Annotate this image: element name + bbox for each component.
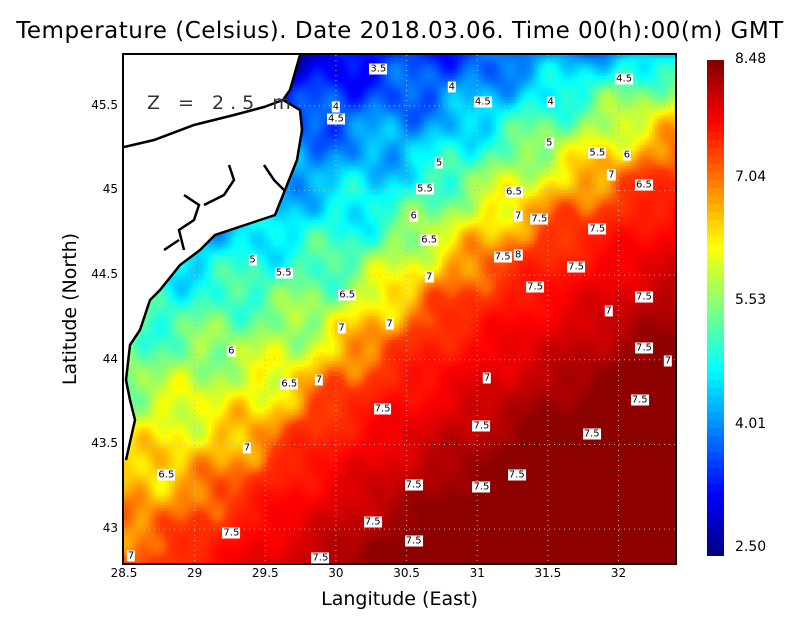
contour-label: 7.5 [222,527,241,539]
contour-label: 6 [409,210,418,222]
contour-label: 7.5 [363,516,382,528]
y-tick-label: 44.5 [91,267,118,282]
grid-lines [124,55,675,563]
land-mass [124,55,302,460]
contour-label: 5.5 [588,147,607,159]
coastline [124,55,304,461]
contour-label: 5 [545,137,554,149]
contour-label: 7.5 [493,251,512,262]
contour-label: 5.5 [415,183,434,195]
contour-label: 6.5 [157,469,176,481]
colorbar-tick-label: 5.53 [735,291,767,308]
x-tick-label: 30 [328,566,344,580]
contour-label: 7.5 [526,281,545,293]
contour-label: 6.5 [338,289,357,301]
contour-label: 7.5 [530,213,549,225]
contour-label: 4.5 [473,96,492,108]
contour-label: 7 [337,322,346,334]
depth-annotation: Z = 2.5 m [147,92,297,114]
y-tick-label: 43 [102,521,118,536]
contour-label: 4 [447,81,456,93]
contour-label: 6.5 [504,186,523,198]
y-tick-label: 44 [102,351,118,366]
x-tick-label: 31 [469,566,485,580]
contour-label: 7 [314,374,324,386]
contour-label: 7.5 [472,420,491,432]
contour-label: 7 [424,271,434,283]
contour-label: 7 [663,355,673,367]
contour-label: 7.5 [634,291,653,303]
contour-label: 7 [604,305,613,317]
contour-label: 7 [513,210,523,222]
colorbar-tick-label: 2.50 [735,539,767,555]
colorbar-tick-label: 4.01 [735,415,767,432]
colorbar-tick-label: 7.04 [735,168,767,185]
contour-label: 8 [513,249,523,261]
x-tick-label: 32 [610,566,627,580]
contour-label: 7.5 [582,428,601,440]
contour-label: 4.5 [615,73,634,85]
contour-label: 7.5 [311,552,330,564]
contour-label: 6 [227,345,236,357]
contour-label: 7.5 [630,394,649,406]
contour-label: 5.5 [274,267,293,279]
contour-label: 4.5 [326,113,345,125]
y-tick-label: 43.5 [91,436,118,451]
contour-label: 7.5 [404,479,423,491]
colorbar-tick-label: 8.48 [735,51,767,67]
x-tick-label: 29.5 [251,566,279,580]
x-tick-label: 28.5 [110,566,138,580]
colorbar [707,60,724,556]
contour-label: 7 [126,550,136,562]
contour-label: 6.5 [634,179,653,191]
contour-label: 5 [248,254,257,266]
contour-label: 7 [607,169,616,181]
contour-label: 7.5 [567,261,586,273]
y-axis-label: Latitude (North) [59,232,81,386]
contour-label: 6.5 [420,234,439,246]
contour-label: 5 [434,157,444,169]
inland-borders [124,98,285,252]
contour-label: 7 [242,442,252,454]
plot-frame [122,53,677,565]
contour-label: 7.5 [373,403,392,415]
contour-label: 7.5 [404,535,423,547]
x-tick-label: 30.5 [393,566,420,580]
contour-label: 4 [331,101,341,113]
contour-label: 3.5 [369,63,388,75]
contour-label: 7 [385,318,394,330]
contour-label: 6.5 [280,378,299,389]
contour-label: 7.5 [588,223,607,235]
contour-label: 6 [622,149,632,161]
chart-title: Temperature (Celsius). Date 2018.03.06. … [16,18,784,44]
x-tick-label: 29 [187,566,203,580]
y-tick-label: 45 [102,182,118,197]
contour-label: 7 [482,372,492,384]
y-tick-label: 45.5 [91,97,118,112]
x-tick-label: 31.5 [534,566,562,580]
x-axis-label: Langitude (East) [321,588,478,610]
contour-label: 4 [546,96,555,108]
contour-label: 7.5 [472,481,491,493]
contour-label: 7.5 [634,342,653,354]
map-overlay [124,55,675,563]
contour-label: 7.5 [507,469,526,481]
